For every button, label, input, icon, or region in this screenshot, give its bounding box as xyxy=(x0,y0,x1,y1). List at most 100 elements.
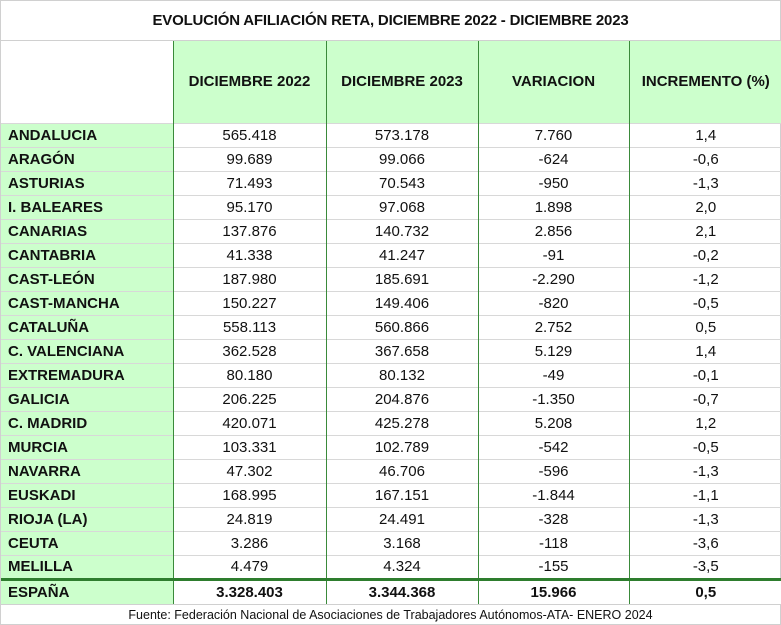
variacion-cell: -950 xyxy=(477,170,629,195)
region-name-cell: ASTURIAS xyxy=(1,170,173,195)
dic-2022-cell: 420.071 xyxy=(172,410,326,435)
dic-2022-cell: 187.980 xyxy=(172,266,326,291)
table-row: MELILLA 4.479 4.324 -155 -3,5 xyxy=(1,554,781,579)
incremento-cell: 2,1 xyxy=(628,218,781,243)
variacion-cell: 5.208 xyxy=(477,410,629,435)
table-title: EVOLUCIÓN AFILIACIÓN RETA, DICIEMBRE 202… xyxy=(1,1,780,41)
region-name-cell: ESPAÑA xyxy=(1,577,173,604)
dic-2023-cell: 204.876 xyxy=(325,386,478,411)
table-row: CATALUÑA 558.113 560.866 2.752 0,5 xyxy=(1,314,781,339)
dic-2023-cell: 573.178 xyxy=(325,122,478,147)
table-row: CANTABRIA 41.338 41.247 -91 -0,2 xyxy=(1,242,781,267)
total-row: ESPAÑA 3.328.403 3.344.368 15.966 0,5 xyxy=(1,577,781,604)
region-name-cell: MELILLA xyxy=(1,554,173,579)
table-row: EXTREMADURA 80.180 80.132 -49 -0,1 xyxy=(1,362,781,387)
variacion-cell: -155 xyxy=(477,554,629,579)
table-row: C. VALENCIANA 362.528 367.658 5.129 1,4 xyxy=(1,338,781,363)
incremento-cell: -1,3 xyxy=(628,458,781,483)
header-row: DICIEMBRE 2022 DICIEMBRE 2023 VARIACION … xyxy=(1,41,781,123)
variacion-cell: 1.898 xyxy=(477,194,629,219)
region-name-cell: CAST-LEÓN xyxy=(1,266,173,291)
region-name-cell: C. MADRID xyxy=(1,410,173,435)
dic-2023-cell: 140.732 xyxy=(325,218,478,243)
incremento-cell: 2,0 xyxy=(628,194,781,219)
region-name-cell: CANARIAS xyxy=(1,218,173,243)
variacion-cell: -1.844 xyxy=(477,482,629,507)
table-row: EUSKADI 168.995 167.151 -1.844 -1,1 xyxy=(1,482,781,507)
incremento-cell: -3,5 xyxy=(628,554,781,579)
incremento-cell: -1,2 xyxy=(628,266,781,291)
region-name-cell: ANDALUCIA xyxy=(1,122,173,147)
header-dic-2023: DICIEMBRE 2023 xyxy=(325,41,478,123)
dic-2023-cell: 46.706 xyxy=(325,458,478,483)
dic-2022-cell: 95.170 xyxy=(172,194,326,219)
dic-2022-cell: 565.418 xyxy=(172,122,326,147)
dic-2022-cell: 206.225 xyxy=(172,386,326,411)
dic-2022-cell: 3.286 xyxy=(172,530,326,555)
dic-2023-cell: 3.344.368 xyxy=(325,577,478,604)
table-row: CANARIAS 137.876 140.732 2.856 2,1 xyxy=(1,218,781,243)
incremento-cell: -0,7 xyxy=(628,386,781,411)
incremento-cell: -0,5 xyxy=(628,434,781,459)
dic-2022-cell: 99.689 xyxy=(172,146,326,171)
dic-2022-cell: 362.528 xyxy=(172,338,326,363)
dic-2022-cell: 80.180 xyxy=(172,362,326,387)
incremento-cell: 1,4 xyxy=(628,338,781,363)
table-row: NAVARRA 47.302 46.706 -596 -1,3 xyxy=(1,458,781,483)
header-variacion: VARIACION xyxy=(477,41,629,123)
dic-2022-cell: 71.493 xyxy=(172,170,326,195)
incremento-cell: 1,2 xyxy=(628,410,781,435)
dic-2023-cell: 167.151 xyxy=(325,482,478,507)
table-row: RIOJA (LA) 24.819 24.491 -328 -1,3 xyxy=(1,506,781,531)
dic-2023-cell: 70.543 xyxy=(325,170,478,195)
incremento-cell: 1,4 xyxy=(628,122,781,147)
region-name-cell: I. BALEARES xyxy=(1,194,173,219)
incremento-cell: -0,5 xyxy=(628,290,781,315)
dic-2023-cell: 99.066 xyxy=(325,146,478,171)
region-name-cell: NAVARRA xyxy=(1,458,173,483)
table-row: C. MADRID 420.071 425.278 5.208 1,2 xyxy=(1,410,781,435)
dic-2022-cell: 4.479 xyxy=(172,554,326,579)
header-incremento: INCREMENTO (%) xyxy=(628,41,781,123)
region-name-cell: ARAGÓN xyxy=(1,146,173,171)
region-name-cell: EXTREMADURA xyxy=(1,362,173,387)
dic-2022-cell: 3.328.403 xyxy=(172,577,326,604)
table-row: I. BALEARES 95.170 97.068 1.898 2,0 xyxy=(1,194,781,219)
table-row: GALICIA 206.225 204.876 -1.350 -0,7 xyxy=(1,386,781,411)
dic-2022-cell: 150.227 xyxy=(172,290,326,315)
variacion-cell: 2.856 xyxy=(477,218,629,243)
region-name-cell: GALICIA xyxy=(1,386,173,411)
incremento-cell: -1,1 xyxy=(628,482,781,507)
incremento-cell: -0,6 xyxy=(628,146,781,171)
dic-2022-cell: 137.876 xyxy=(172,218,326,243)
dic-2023-cell: 97.068 xyxy=(325,194,478,219)
region-name-cell: MURCIA xyxy=(1,434,173,459)
table-row: ARAGÓN 99.689 99.066 -624 -0,6 xyxy=(1,146,781,171)
variacion-cell: -118 xyxy=(477,530,629,555)
variacion-cell: -328 xyxy=(477,506,629,531)
dic-2022-cell: 24.819 xyxy=(172,506,326,531)
incremento-cell: -3,6 xyxy=(628,530,781,555)
table-row: CAST-LEÓN 187.980 185.691 -2.290 -1,2 xyxy=(1,266,781,291)
dic-2023-cell: 80.132 xyxy=(325,362,478,387)
dic-2023-cell: 425.278 xyxy=(325,410,478,435)
variacion-cell: -624 xyxy=(477,146,629,171)
table-row: CAST-MANCHA 150.227 149.406 -820 -0,5 xyxy=(1,290,781,315)
incremento-cell: -1,3 xyxy=(628,170,781,195)
dic-2023-cell: 185.691 xyxy=(325,266,478,291)
dic-2022-cell: 41.338 xyxy=(172,242,326,267)
region-name-cell: EUSKADI xyxy=(1,482,173,507)
variacion-cell: -1.350 xyxy=(477,386,629,411)
dic-2022-cell: 103.331 xyxy=(172,434,326,459)
table-row: CEUTA 3.286 3.168 -118 -3,6 xyxy=(1,530,781,555)
dic-2023-cell: 102.789 xyxy=(325,434,478,459)
variacion-cell: 2.752 xyxy=(477,314,629,339)
source-footer: Fuente: Federación Nacional de Asociacio… xyxy=(1,604,780,624)
incremento-cell: -1,3 xyxy=(628,506,781,531)
dic-2023-cell: 41.247 xyxy=(325,242,478,267)
dic-2023-cell: 149.406 xyxy=(325,290,478,315)
variacion-cell: 15.966 xyxy=(477,577,629,604)
variacion-cell: -820 xyxy=(477,290,629,315)
incremento-cell: 0,5 xyxy=(628,314,781,339)
region-name-cell: CANTABRIA xyxy=(1,242,173,267)
